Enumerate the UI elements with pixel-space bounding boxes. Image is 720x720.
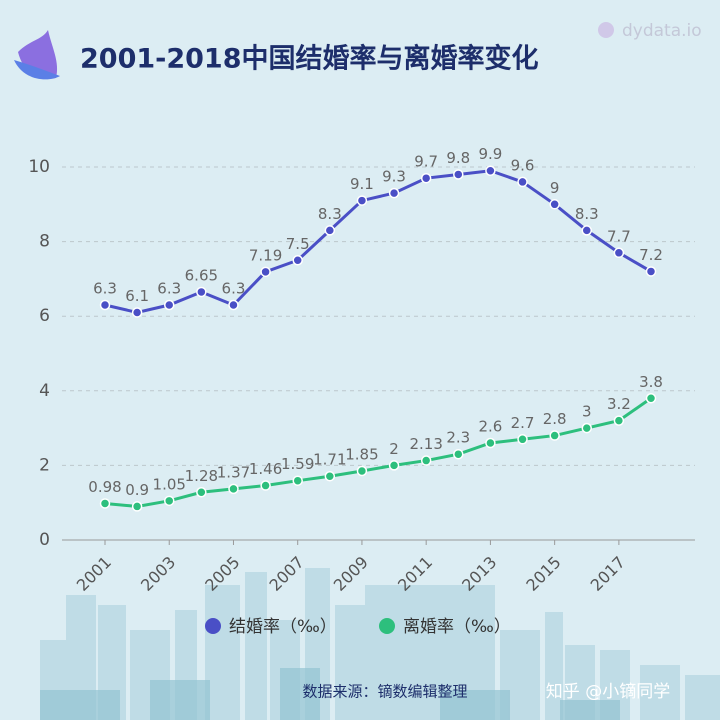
data-point (228, 299, 239, 311)
data-point (260, 266, 271, 278)
data-point (549, 199, 560, 210)
data-point (99, 498, 111, 509)
watermark: 知乎 @小镝同学 (546, 682, 670, 702)
data-point (356, 465, 368, 477)
y-tick-label: 6 (39, 306, 50, 326)
data-label: 1.85 (345, 445, 378, 463)
data-label: 0.98 (88, 478, 121, 496)
y-tick-label: 0 (39, 530, 50, 550)
data-label: 9.3 (382, 168, 406, 186)
series-line (104, 397, 652, 508)
data-point (581, 225, 593, 236)
data-point (485, 165, 496, 176)
data-label: 1.59 (281, 455, 314, 473)
logo-wing (14, 60, 60, 80)
data-label: 8.3 (575, 205, 599, 223)
data-label: 2.13 (409, 435, 442, 453)
data-label: 1.71 (313, 451, 346, 469)
data-label: 7.7 (607, 227, 631, 245)
source: 数据来源：镝数编辑整理 (302, 683, 467, 701)
data-point (549, 430, 560, 441)
data-point (420, 172, 432, 184)
data-label: 0.9 (125, 481, 149, 499)
data-point (581, 422, 593, 434)
brand-icon (598, 22, 614, 38)
y-tick-label: 8 (39, 232, 50, 252)
data-label: 7.2 (639, 246, 663, 264)
legend-label: 结婚率（‰） (229, 617, 337, 637)
data-point (163, 495, 175, 507)
data-label: 2.3 (446, 429, 470, 447)
data-point (388, 187, 400, 199)
data-point (131, 307, 143, 318)
data-label: 6.3 (93, 280, 117, 298)
data-point (292, 475, 303, 486)
data-point (131, 501, 143, 512)
data-label: 6.65 (185, 266, 218, 284)
data-label: 1.37 (217, 463, 250, 481)
data-label: 3 (582, 403, 592, 421)
data-point (324, 225, 336, 236)
data-label: 1.28 (185, 467, 218, 485)
data-point (228, 483, 239, 495)
legend-label: 离婚率（‰） (403, 617, 511, 637)
data-label: 9.1 (350, 175, 374, 193)
data-label: 1.05 (153, 475, 186, 493)
data-label: 7.5 (286, 235, 310, 253)
data-point (324, 470, 336, 482)
data-label: 9.8 (446, 149, 470, 167)
data-label: 1.46 (249, 460, 282, 478)
data-label: 9.6 (511, 156, 535, 174)
data-label: 9.7 (414, 153, 438, 171)
series-line (104, 169, 652, 315)
data-label: 6.1 (125, 287, 149, 305)
data-point (453, 169, 464, 180)
y-tick-label: 2 (39, 455, 50, 475)
legend-marker (379, 618, 395, 634)
data-label: 2.7 (511, 414, 535, 432)
data-point (613, 415, 625, 426)
data-point (517, 434, 528, 445)
data-point (260, 480, 271, 491)
data-label: 9 (550, 179, 560, 197)
data-label: 6.3 (222, 280, 246, 298)
data-point (453, 448, 464, 460)
data-point (388, 460, 400, 471)
data-point (485, 437, 496, 449)
chart-title: 2001-2018中国结婚率与离婚率变化 (80, 43, 539, 75)
data-label: 3.2 (607, 395, 631, 413)
data-label: 8.3 (318, 205, 342, 223)
data-point (645, 393, 657, 404)
brand: dydata.io (622, 21, 702, 41)
y-tick-label: 10 (28, 157, 50, 177)
skyline-front (40, 668, 620, 720)
data-label: 2 (389, 440, 399, 458)
data-label: 2.8 (543, 410, 567, 428)
data-point (356, 195, 368, 206)
data-label: 2.6 (478, 418, 502, 436)
data-label: 9.9 (478, 145, 502, 163)
legend-marker (205, 618, 221, 634)
data-point (292, 255, 303, 266)
data-point (613, 247, 625, 259)
data-point (517, 176, 528, 188)
data-label: 3.8 (639, 373, 663, 391)
data-label: 6.3 (157, 280, 181, 298)
data-point (645, 266, 657, 277)
y-tick-label: 4 (39, 381, 50, 401)
data-label: 7.19 (249, 246, 282, 264)
data-point (99, 299, 111, 311)
data-point (163, 299, 175, 311)
data-point (196, 487, 207, 498)
data-point (196, 286, 207, 298)
data-point (420, 455, 432, 466)
